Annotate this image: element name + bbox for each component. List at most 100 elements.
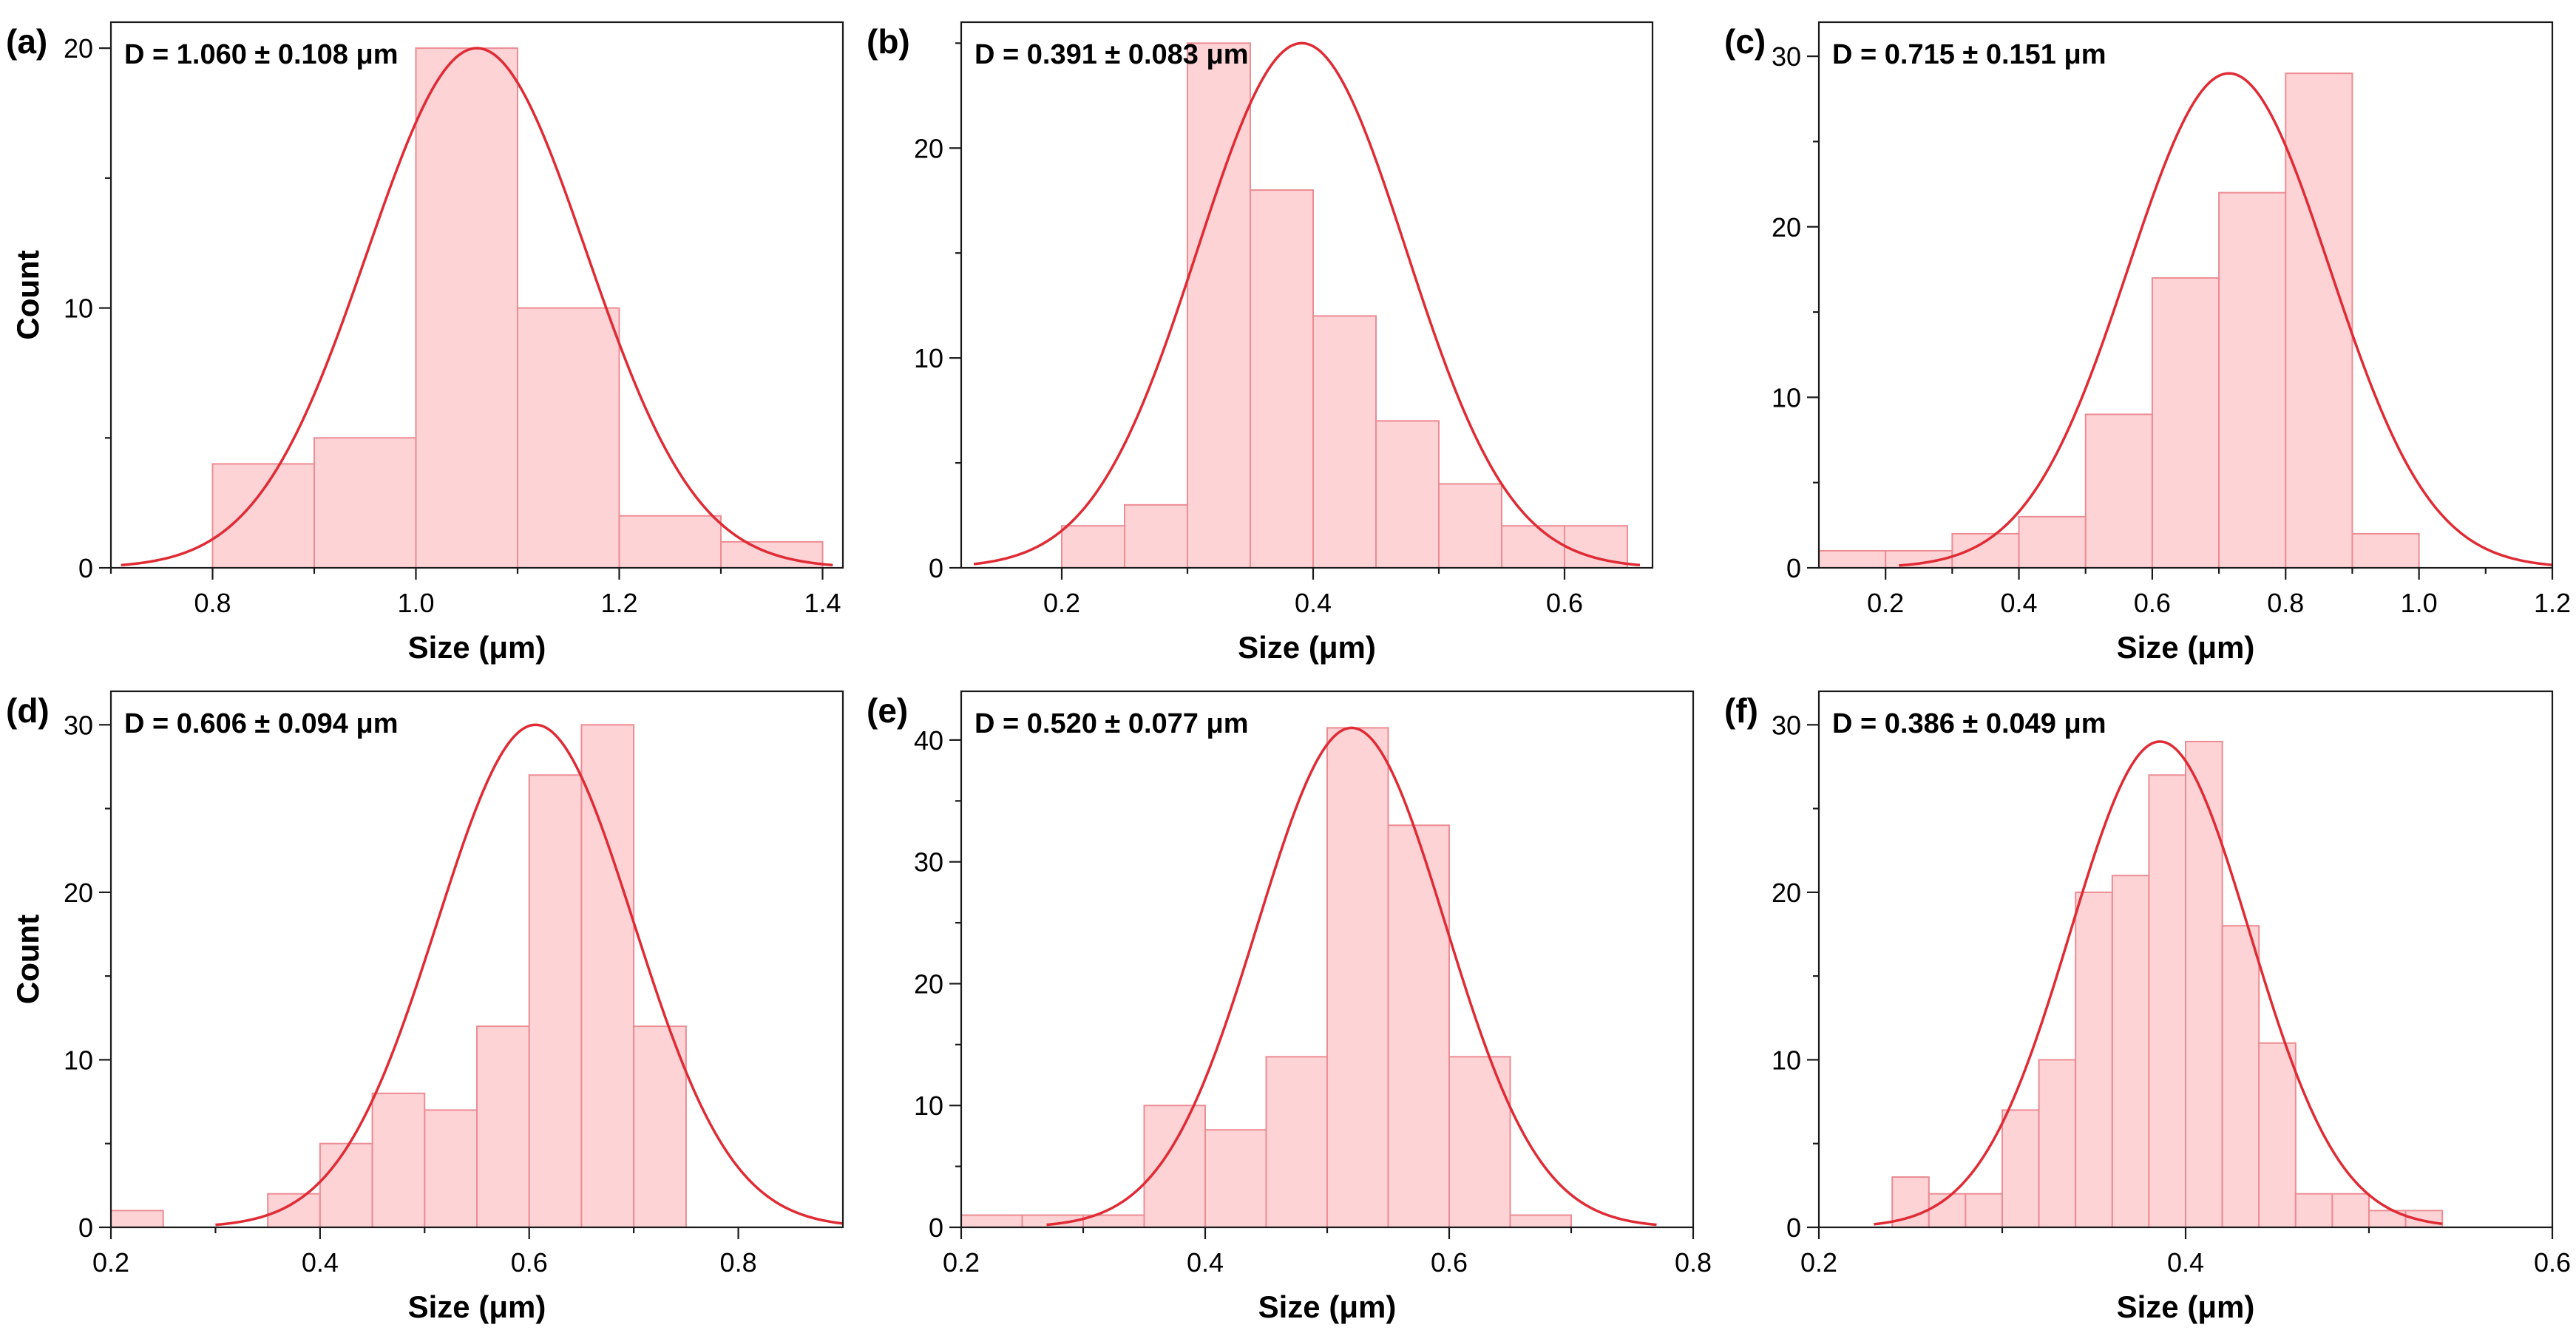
y-axis-title: Count bbox=[10, 915, 45, 1004]
histogram-bar bbox=[2285, 72, 2353, 569]
diameter-annotation: D = 0.520 ± 0.077 μm bbox=[975, 708, 1249, 739]
histogram-bar bbox=[1312, 315, 1377, 569]
x-tick-label: 0.4 bbox=[1295, 588, 1332, 618]
y-axis-title: Count bbox=[10, 915, 45, 1004]
x-tick-label: 0.4 bbox=[2167, 1247, 2204, 1278]
panels-layer: 0.8 1.0 1.2 1.4 0 10 20 Size (μm) Count (a) D = 1.… bbox=[6, 21, 2571, 1324]
x-tick-label: 0.8 bbox=[194, 588, 231, 618]
y-tick-label: 0 bbox=[1786, 553, 1801, 583]
histogram-bar bbox=[580, 724, 635, 1228]
y-tick-label: 30 bbox=[1772, 710, 1801, 740]
histogram-bar bbox=[2151, 277, 2220, 569]
gaussian-fit-curve bbox=[1046, 726, 1657, 1227]
histogram-bar bbox=[2185, 740, 2223, 1228]
histogram-bar bbox=[1501, 525, 1565, 569]
histogram-bar bbox=[2351, 532, 2420, 569]
plot-frame bbox=[109, 690, 844, 1229]
diameter-annotation: D = 0.391 ± 0.083 μm bbox=[975, 39, 1249, 70]
x-tick-label: 0.2 bbox=[943, 1247, 980, 1278]
x-tick-label: 0.4 bbox=[302, 1247, 339, 1278]
histogram-panel-b: 0.2 0.4 0.6 0 10 20 Size (μm) Count (b) D = 0.391… bbox=[10, 21, 1654, 665]
y-tick-label: 10 bbox=[914, 1091, 943, 1121]
y-tick-label: 10 bbox=[914, 343, 943, 373]
y-tick-label: 10 bbox=[64, 294, 93, 324]
gaussian-fit-curve bbox=[1899, 72, 2553, 567]
diameter-annotation: D = 0.715 ± 0.151 μm bbox=[1832, 39, 2106, 70]
histogram-bar bbox=[1564, 525, 1628, 569]
y-tick-label: 0 bbox=[929, 1213, 943, 1243]
histogram-bar bbox=[1387, 824, 1450, 1228]
x-tick-label: 0.4 bbox=[2001, 588, 2038, 618]
histogram-bar bbox=[1143, 1105, 1206, 1229]
panel-label: (c) bbox=[1724, 22, 1766, 61]
y-tick-label: 20 bbox=[914, 969, 943, 999]
histogram-bar bbox=[1124, 503, 1188, 569]
histogram-bar bbox=[1509, 1214, 1572, 1228]
x-axis-title: Size (μm) bbox=[2117, 630, 2255, 665]
y-axis-title: Count bbox=[10, 250, 45, 339]
histogram-panel-d: 0.2 0.4 0.6 0.8 0 10 20 30 Size (μm) Count (d) D = … bbox=[6, 690, 844, 1324]
diameter-annotation: D = 0.606 ± 0.094 μm bbox=[124, 708, 399, 739]
histogram-bar bbox=[618, 515, 722, 569]
x-tick-label: 0.2 bbox=[1800, 1247, 1837, 1278]
histogram-bar bbox=[1818, 549, 1887, 569]
histogram-bar bbox=[313, 437, 417, 569]
histogram-panel-a: 0.8 1.0 1.2 1.4 0 10 20 Size (μm) Count (a) D = 1.… bbox=[6, 21, 844, 665]
y-tick-label: 20 bbox=[1772, 212, 1801, 243]
y-tick-label: 20 bbox=[64, 878, 93, 908]
histogram-bar bbox=[2294, 1193, 2333, 1228]
histogram-panel-c: 0.2 0.4 0.6 0.8 1.0 1.2 0 10 20 30 Size (μm) Count (… bbox=[10, 21, 2571, 665]
x-tick-label: 1.2 bbox=[2534, 588, 2571, 618]
x-tick-label: 0.2 bbox=[92, 1247, 129, 1278]
x-tick-label: 1.0 bbox=[397, 588, 434, 618]
x-tick-label: 0.6 bbox=[511, 1247, 548, 1278]
y-tick-label: 30 bbox=[64, 710, 93, 740]
histogram-bar bbox=[2084, 413, 2153, 569]
diameter-annotation: D = 0.386 ± 0.049 μm bbox=[1832, 708, 2106, 739]
histogram-bar bbox=[110, 1210, 164, 1228]
histogram-bar bbox=[517, 307, 620, 569]
histogram-bar bbox=[424, 1109, 478, 1228]
x-tick-label: 0.4 bbox=[1187, 1247, 1224, 1278]
histogram-bar bbox=[476, 1025, 530, 1228]
histogram-bar bbox=[2221, 925, 2260, 1228]
histogram-bar bbox=[528, 774, 583, 1228]
histogram-bar bbox=[633, 1025, 687, 1228]
histogram-bar bbox=[2331, 1193, 2370, 1228]
x-tick-label: 0.6 bbox=[2534, 1247, 2571, 1278]
x-axis-title: Size (μm) bbox=[408, 630, 546, 665]
y-tick-label: 0 bbox=[78, 1213, 93, 1243]
y-tick-label: 20 bbox=[1772, 878, 1801, 908]
gaussian-fit-curve bbox=[121, 47, 833, 567]
x-tick-label: 1.2 bbox=[600, 588, 637, 618]
histogram-bar bbox=[2075, 891, 2113, 1228]
panel-label: (d) bbox=[6, 691, 50, 730]
histogram-bar bbox=[319, 1142, 373, 1228]
x-tick-label: 0.8 bbox=[2267, 588, 2304, 618]
plot-frame bbox=[960, 21, 1654, 569]
panel-label: (b) bbox=[867, 22, 910, 61]
diameter-annotation: D = 1.060 ± 0.108 μm bbox=[124, 39, 399, 70]
y-tick-label: 20 bbox=[914, 133, 943, 163]
y-tick-label: 10 bbox=[64, 1045, 93, 1075]
histogram-bar bbox=[2404, 1210, 2444, 1228]
y-tick-label: 10 bbox=[1772, 1045, 1801, 1075]
y-tick-label: 0 bbox=[929, 553, 943, 583]
y-tick-label: 0 bbox=[1786, 1213, 1801, 1243]
histogram-bar bbox=[1375, 420, 1440, 569]
histogram-bar bbox=[415, 47, 518, 569]
x-tick-label: 0.8 bbox=[1675, 1247, 1712, 1278]
x-tick-label: 0.8 bbox=[720, 1247, 757, 1278]
histogram-panel-e: 0.2 0.4 0.6 0.8 0 10 20 30 40 Size (μm) Count (e) D … bbox=[10, 690, 1712, 1324]
x-tick-label: 0.2 bbox=[1867, 588, 1904, 618]
x-tick-label: 0.2 bbox=[1043, 588, 1080, 618]
y-tick-label: 30 bbox=[1772, 41, 1801, 72]
histogram-bar bbox=[1326, 727, 1389, 1228]
histogram-bar bbox=[1965, 1193, 2003, 1228]
histogram-bar bbox=[2148, 774, 2186, 1228]
histogram-bar bbox=[1061, 525, 1125, 569]
histogram-panel-f: 0.2 0.4 0.6 0 10 20 30 Size (μm) Count (f) D = 0.3… bbox=[10, 690, 2571, 1324]
x-tick-label: 1.0 bbox=[2401, 588, 2438, 618]
y-tick-label: 40 bbox=[914, 725, 943, 756]
